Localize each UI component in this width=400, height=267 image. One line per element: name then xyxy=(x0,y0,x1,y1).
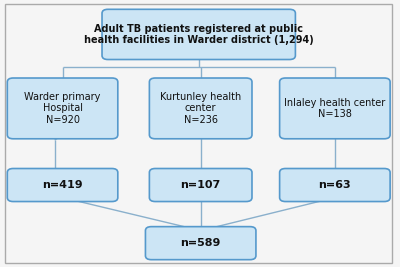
FancyBboxPatch shape xyxy=(146,227,256,260)
Text: n=589: n=589 xyxy=(180,238,221,248)
Text: Kurtunley health
center
N=236: Kurtunley health center N=236 xyxy=(160,92,241,125)
FancyBboxPatch shape xyxy=(7,78,118,139)
Text: n=107: n=107 xyxy=(180,180,221,190)
Text: Inlaley health center
N=138: Inlaley health center N=138 xyxy=(284,98,386,119)
FancyBboxPatch shape xyxy=(149,78,252,139)
FancyBboxPatch shape xyxy=(102,9,296,60)
FancyBboxPatch shape xyxy=(7,168,118,202)
FancyBboxPatch shape xyxy=(280,78,390,139)
FancyBboxPatch shape xyxy=(5,4,392,263)
FancyBboxPatch shape xyxy=(149,168,252,202)
Text: Warder primary
Hospital
N=920: Warder primary Hospital N=920 xyxy=(24,92,101,125)
Text: n=63: n=63 xyxy=(318,180,351,190)
FancyBboxPatch shape xyxy=(280,168,390,202)
Text: n=419: n=419 xyxy=(42,180,83,190)
Text: Adult TB patients registered at public
health facilities in Warder district (1,2: Adult TB patients registered at public h… xyxy=(84,23,314,45)
